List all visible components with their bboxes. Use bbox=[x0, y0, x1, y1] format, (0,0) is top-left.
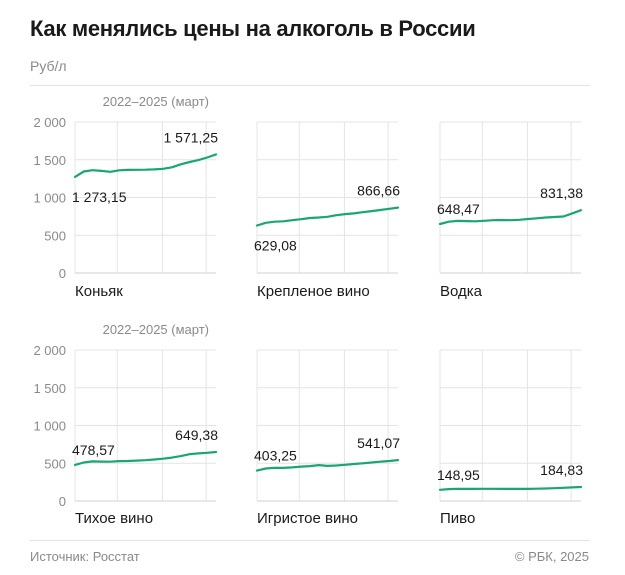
start-value-label: 648,47 bbox=[437, 201, 480, 217]
end-value-label: 541,07 bbox=[357, 435, 400, 451]
end-value-label: 184,83 bbox=[540, 462, 583, 478]
panel-title: Водка bbox=[440, 283, 483, 300]
start-value-label: 478,57 bbox=[72, 442, 115, 458]
unit-label: Руб/л bbox=[30, 58, 67, 74]
end-value-label: 866,66 bbox=[357, 183, 400, 199]
end-value-label: 649,38 bbox=[175, 427, 218, 443]
source-note: Источник: Росстат bbox=[30, 549, 140, 564]
start-value-label: 1 273,15 bbox=[72, 189, 127, 205]
y-tick-label: 1 000 bbox=[33, 191, 66, 206]
start-value-label: 629,08 bbox=[254, 238, 297, 254]
y-tick-label: 1 500 bbox=[33, 153, 66, 168]
start-value-label: 403,25 bbox=[254, 448, 297, 464]
y-tick-label: 0 bbox=[59, 266, 66, 281]
panel-title: Крепленое вино bbox=[257, 283, 370, 300]
series-line bbox=[255, 459, 400, 472]
y-tick-label: 1 500 bbox=[33, 381, 66, 396]
panel-title: Игристое вино bbox=[257, 510, 358, 527]
series-line bbox=[73, 450, 218, 466]
y-tick-label: 1 000 bbox=[33, 419, 66, 434]
series-line bbox=[255, 206, 400, 227]
series-line bbox=[438, 485, 583, 491]
top-divider bbox=[30, 85, 590, 86]
end-value-label: 831,38 bbox=[540, 185, 583, 201]
y-tick-label: 2 000 bbox=[33, 115, 66, 130]
series-line bbox=[438, 209, 583, 226]
end-value-label: 1 571,25 bbox=[164, 129, 219, 145]
series-line bbox=[73, 153, 218, 178]
period-label: 2022–2025 (март) bbox=[103, 94, 209, 109]
panel-title: Тихое вино bbox=[75, 510, 153, 527]
copyright: © РБК, 2025 bbox=[514, 549, 589, 564]
start-value-label: 148,95 bbox=[437, 467, 480, 483]
y-tick-label: 500 bbox=[44, 228, 66, 243]
y-tick-label: 0 bbox=[59, 494, 66, 509]
page-title: Как менялись цены на алкоголь в России bbox=[30, 16, 476, 41]
y-tick-label: 2 000 bbox=[33, 343, 66, 358]
y-tick-label: 500 bbox=[44, 456, 66, 471]
panel-title: Пиво bbox=[440, 510, 475, 527]
period-label: 2022–2025 (март) bbox=[103, 322, 209, 337]
bottom-divider bbox=[30, 540, 590, 541]
panel-title: Коньяк bbox=[75, 283, 123, 300]
